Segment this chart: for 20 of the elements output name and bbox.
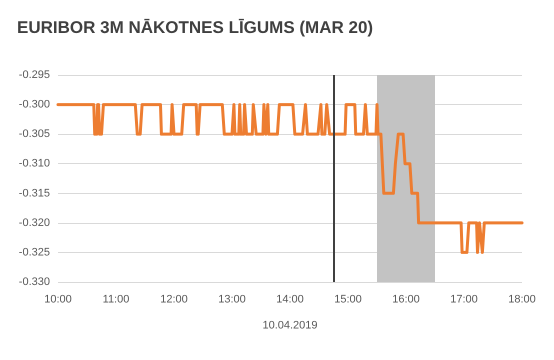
y-tick-label: -0.300 xyxy=(18,98,50,111)
x-tick-label: 15:00 xyxy=(334,294,362,306)
y-tick-label: -0.295 xyxy=(18,69,50,81)
x-tick-label: 14:00 xyxy=(276,294,304,306)
x-tick-label: 10:00 xyxy=(44,294,72,306)
y-tick-label: -0.330 xyxy=(18,276,50,288)
x-axis-title: 10.04.2019 xyxy=(262,320,318,332)
x-tick-label: 12:00 xyxy=(160,294,188,306)
chart-title: EURIBOR 3M NĀKOTNES LĪGUMS (MAR 20) xyxy=(17,18,374,37)
y-tick-label: -0.320 xyxy=(18,216,50,229)
y-tick-label: -0.310 xyxy=(18,158,50,170)
x-tick-label: 18:00 xyxy=(508,294,536,306)
line-series xyxy=(56,103,524,254)
x-tick-label: 11:00 xyxy=(102,294,130,306)
y-tick-label: -0.325 xyxy=(18,246,50,258)
y-tick-label: -0.315 xyxy=(18,187,50,200)
x-tick-label: 13:00 xyxy=(218,294,246,306)
x-tick-label: 16:00 xyxy=(392,294,420,306)
y-tick-label: -0.305 xyxy=(18,128,50,140)
x-tick-label: 17:00 xyxy=(450,294,478,306)
